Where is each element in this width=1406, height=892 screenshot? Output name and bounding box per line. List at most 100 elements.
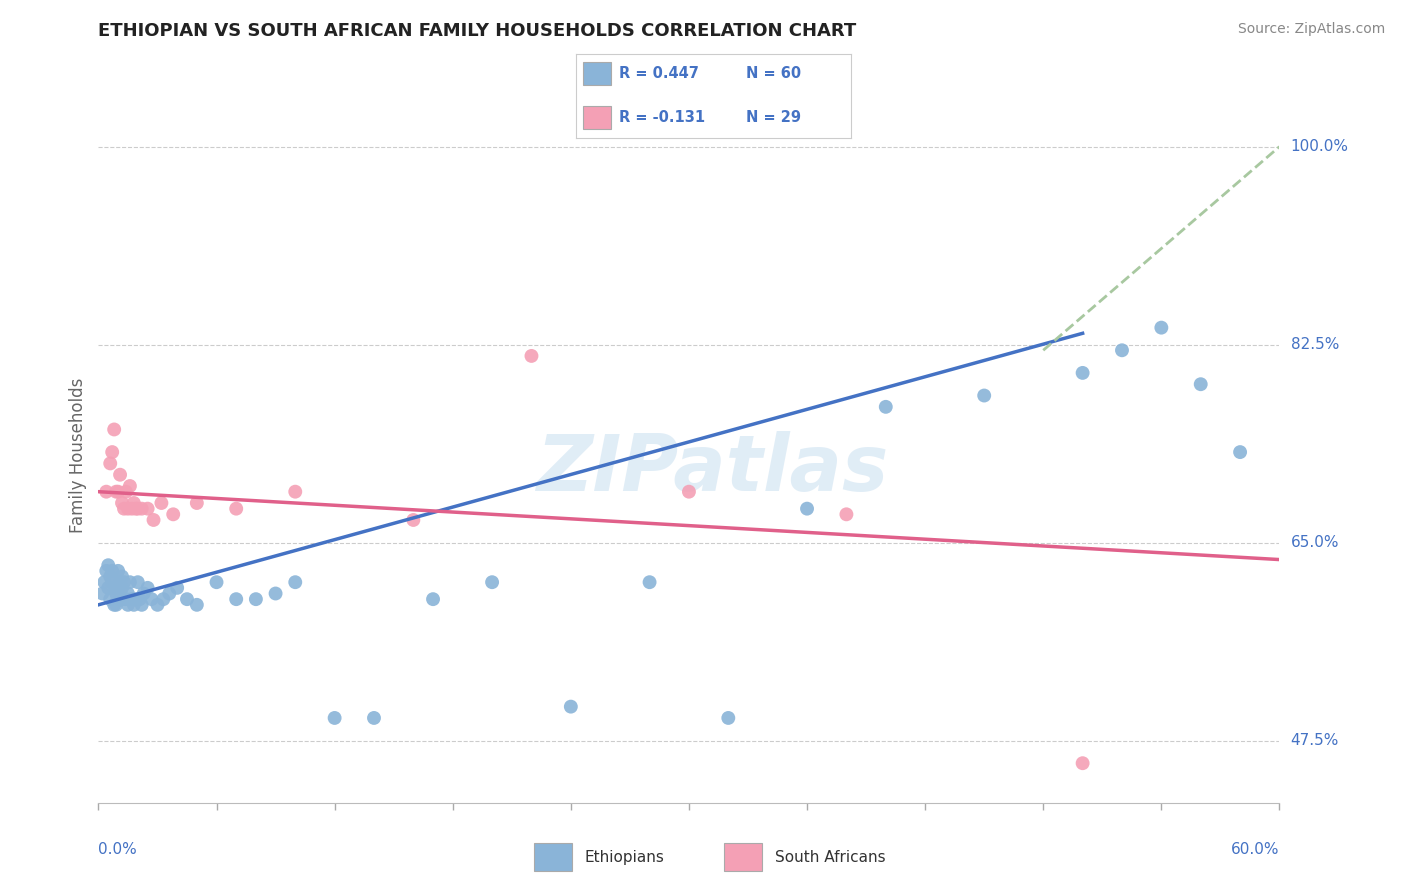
Text: 60.0%: 60.0% xyxy=(1232,842,1279,856)
Point xyxy=(481,575,503,590)
Point xyxy=(973,388,995,402)
Point xyxy=(186,598,208,612)
FancyBboxPatch shape xyxy=(583,105,610,129)
Text: R = 0.447: R = 0.447 xyxy=(619,66,699,81)
Text: ZIPatlas: ZIPatlas xyxy=(537,431,889,507)
Point xyxy=(186,496,208,510)
Point xyxy=(98,569,121,583)
Text: Source: ZipAtlas.com: Source: ZipAtlas.com xyxy=(1237,22,1385,37)
Point xyxy=(1071,756,1094,771)
Point xyxy=(118,575,141,590)
Point xyxy=(101,564,124,578)
Point xyxy=(96,564,118,578)
Point xyxy=(1150,320,1173,334)
Point xyxy=(1229,445,1251,459)
Point xyxy=(98,592,121,607)
Point xyxy=(103,422,125,436)
Point xyxy=(97,581,120,595)
Point xyxy=(835,508,858,522)
Point xyxy=(125,592,148,607)
Point xyxy=(264,586,287,600)
Point xyxy=(103,581,125,595)
Point xyxy=(115,484,138,499)
Point xyxy=(131,501,153,516)
Point xyxy=(225,592,247,607)
Point xyxy=(245,592,267,607)
Point xyxy=(136,581,159,595)
Point xyxy=(118,479,141,493)
Point xyxy=(122,598,145,612)
Point xyxy=(108,467,131,482)
Point xyxy=(146,598,169,612)
Point xyxy=(111,581,134,595)
Text: 47.5%: 47.5% xyxy=(1291,733,1339,748)
Point xyxy=(152,592,174,607)
Point xyxy=(121,592,143,607)
Point xyxy=(323,711,346,725)
Point xyxy=(101,575,124,590)
Point xyxy=(112,592,135,607)
Point xyxy=(117,598,139,612)
Point xyxy=(796,501,818,516)
Point xyxy=(162,508,184,522)
Text: R = -0.131: R = -0.131 xyxy=(619,110,704,125)
Point xyxy=(111,496,134,510)
FancyBboxPatch shape xyxy=(583,62,610,86)
Point xyxy=(121,501,143,516)
Point xyxy=(97,558,120,573)
Point xyxy=(176,592,198,607)
Point xyxy=(150,496,173,510)
Point xyxy=(284,484,307,499)
Point xyxy=(105,484,128,499)
Point xyxy=(284,575,307,590)
Point xyxy=(112,575,135,590)
Point xyxy=(122,496,145,510)
Point xyxy=(422,592,444,607)
Text: 100.0%: 100.0% xyxy=(1291,139,1348,154)
Point xyxy=(520,349,543,363)
Point xyxy=(1071,366,1094,380)
Point xyxy=(157,586,180,600)
Point xyxy=(101,445,124,459)
Point xyxy=(91,586,114,600)
Point xyxy=(107,564,129,578)
Y-axis label: Family Households: Family Households xyxy=(69,377,87,533)
Point xyxy=(105,586,128,600)
Point xyxy=(717,711,740,725)
Text: 82.5%: 82.5% xyxy=(1291,337,1339,352)
Text: N = 29: N = 29 xyxy=(747,110,801,125)
Point xyxy=(875,400,897,414)
Point xyxy=(93,575,115,590)
Point xyxy=(117,586,139,600)
Point xyxy=(128,592,150,607)
Point xyxy=(107,581,129,595)
Point xyxy=(560,699,582,714)
Point xyxy=(131,598,153,612)
Point xyxy=(103,598,125,612)
Point xyxy=(205,575,228,590)
Point xyxy=(638,575,661,590)
Point xyxy=(98,457,121,471)
Point xyxy=(108,592,131,607)
Point xyxy=(1189,377,1212,392)
Text: ETHIOPIAN VS SOUTH AFRICAN FAMILY HOUSEHOLDS CORRELATION CHART: ETHIOPIAN VS SOUTH AFRICAN FAMILY HOUSEH… xyxy=(98,22,856,40)
Point xyxy=(225,501,247,516)
Point xyxy=(141,592,163,607)
Point xyxy=(166,581,188,595)
Point xyxy=(142,513,165,527)
Text: Ethiopians: Ethiopians xyxy=(585,850,665,864)
Text: 65.0%: 65.0% xyxy=(1291,535,1339,550)
Point xyxy=(1111,343,1133,358)
FancyBboxPatch shape xyxy=(534,843,572,871)
Point xyxy=(115,592,138,607)
Text: South Africans: South Africans xyxy=(775,850,886,864)
Point xyxy=(96,484,118,499)
FancyBboxPatch shape xyxy=(724,843,762,871)
Point xyxy=(117,501,139,516)
Point xyxy=(108,575,131,590)
Point xyxy=(127,575,149,590)
Point xyxy=(107,484,129,499)
Point xyxy=(132,586,155,600)
Point xyxy=(402,513,425,527)
Point xyxy=(112,501,135,516)
